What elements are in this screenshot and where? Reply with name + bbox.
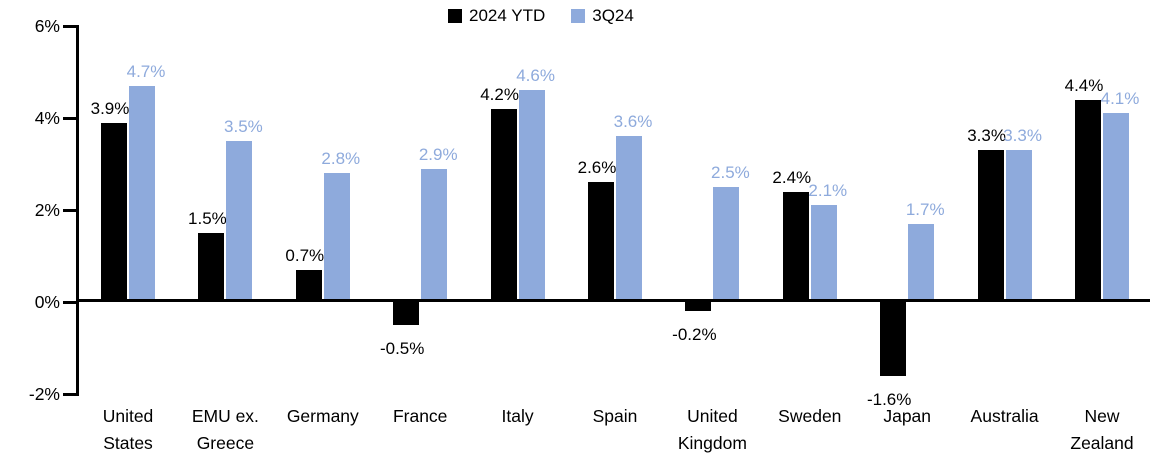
y-tick-label-0: 0% [34,292,60,312]
bar-2024-ytd-new-zealand [1075,99,1101,302]
x-axis-label-italy: Italy [501,406,534,426]
legend-swatch-3q24-icon [571,9,586,23]
bar-3q24-spain [616,136,642,302]
value-label-3q24-france: 2.9% [418,144,458,164]
bar-3q24-france [421,168,448,302]
x-axis-label-france: France [392,406,448,426]
y-tick-4 [63,117,79,120]
bar-2024-ytd-spain [588,182,614,302]
value-label-2024-ytd-sweden: 2.4% [772,167,812,187]
legend-swatch-2024-ytd-icon [448,9,462,23]
legend-item-2024-ytd: 2024 YTD [448,6,545,26]
bar-3q24-sweden [810,205,837,302]
x-axis-label-germany: Germany [286,406,359,426]
x-axis-label-united-states: United States [102,406,154,453]
value-label-3q24-united-kingdom: 2.5% [711,163,750,182]
value-label-2024-ytd-italy: 4.2% [480,84,519,104]
bar-2024-ytd-germany [295,269,322,302]
legend-label-3q24: 3Q24 [592,6,634,25]
x-axis-label-new-zealand: New Zealand [1070,406,1134,453]
value-label-2024-ytd-germany: 0.7% [285,245,325,265]
bar-3q24-united-kingdom [713,187,740,302]
zero-line [76,299,1150,302]
bar-3q24-australia [1005,150,1032,302]
value-label-2024-ytd-france: -0.5% [379,339,425,358]
legend-label-2024-ytd: 2024 YTD [469,6,546,25]
y-tick-0 [63,301,79,304]
x-axis-label-united-kingdom: United Kingdom [677,406,747,453]
bar-3q24-new-zealand [1103,113,1129,302]
value-label-3q24-new-zealand: 4.1% [1100,89,1140,109]
y-tick-label--2: -2% [28,384,60,404]
y-tick-label-4: 4% [34,108,60,128]
value-label-2024-ytd-united-states: 3.9% [90,98,130,118]
bar-2024-ytd-sweden [782,191,809,302]
bar-2024-ytd-france [393,299,420,325]
value-label-2024-ytd-new-zealand: 4.4% [1064,75,1104,95]
value-label-2024-ytd-emu-ex-greece: 1.5% [188,209,227,228]
value-label-3q24-australia: 3.3% [1003,126,1042,146]
legend-item-3q24: 3Q24 [571,6,634,26]
x-axis-label-emu-ex-greece: EMU ex. Greece [191,406,259,453]
bar-3q24-germany [323,173,350,302]
value-label-3q24-spain: 3.6% [613,112,653,132]
bar-2024-ytd-australia [977,150,1004,302]
y-tick-label-6: 6% [34,16,60,36]
bar-2024-ytd-italy [490,108,517,302]
value-label-2024-ytd-japan: -1.6% [866,389,912,409]
value-label-2024-ytd-united-kingdom: -0.2% [672,325,717,345]
bar-2024-ytd-emu-ex-greece [198,233,225,302]
x-axis-label-spain: Spain [592,406,638,426]
value-label-3q24-emu-ex-greece: 3.5% [224,117,263,136]
value-label-3q24-italy: 4.6% [516,66,555,86]
bar-3q24-united-states [129,85,155,302]
bar-2024-ytd-united-kingdom [685,299,712,312]
value-label-3q24-united-states: 4.7% [126,61,166,81]
bar-2024-ytd-united-states [101,122,127,302]
bar-2024-ytd-japan [880,299,907,376]
y-tick--2 [63,393,79,396]
legend: 2024 YTD 3Q24 [448,6,634,26]
y-tick-6 [63,25,79,28]
value-label-3q24-sweden: 2.1% [808,181,848,201]
bar-3q24-italy [518,90,545,302]
y-tick-label-2: 2% [34,200,60,220]
value-label-2024-ytd-australia: 3.3% [967,126,1006,146]
x-axis-label-australia: Australia [970,406,1039,426]
value-label-3q24-germany: 2.8% [321,149,361,169]
bar-3q24-japan [908,223,935,302]
value-label-2024-ytd-spain: 2.6% [577,158,617,178]
y-tick-2 [63,209,79,212]
x-axis-label-japan: Japan [883,406,932,426]
bar-3q24-emu-ex-greece [226,141,253,302]
x-axis-label-sweden: Sweden [778,406,842,426]
value-label-3q24-japan: 1.7% [905,199,945,219]
